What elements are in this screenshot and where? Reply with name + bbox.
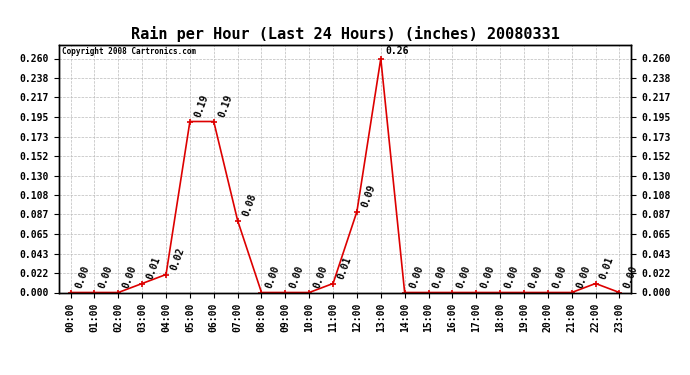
- Text: 0.00: 0.00: [264, 264, 282, 290]
- Text: Copyright 2008 Cartronics.com: Copyright 2008 Cartronics.com: [61, 48, 196, 57]
- Text: 0.00: 0.00: [526, 264, 544, 290]
- Text: 0.00: 0.00: [312, 264, 329, 290]
- Text: 0.01: 0.01: [336, 255, 353, 281]
- Text: 0.00: 0.00: [97, 264, 115, 290]
- Text: 0.01: 0.01: [145, 255, 162, 281]
- Text: 0.00: 0.00: [73, 264, 91, 290]
- Text: 0.08: 0.08: [240, 192, 258, 218]
- Text: 0.09: 0.09: [359, 183, 377, 209]
- Text: 0.00: 0.00: [575, 264, 592, 290]
- Text: 0.00: 0.00: [431, 264, 448, 290]
- Text: 0.00: 0.00: [551, 264, 568, 290]
- Text: 0.00: 0.00: [407, 264, 425, 290]
- Text: 0.02: 0.02: [169, 246, 186, 272]
- Text: 0.00: 0.00: [288, 264, 306, 290]
- Text: 0.19: 0.19: [193, 93, 210, 119]
- Text: 0.01: 0.01: [598, 255, 615, 281]
- Title: Rain per Hour (Last 24 Hours) (inches) 20080331: Rain per Hour (Last 24 Hours) (inches) 2…: [130, 27, 560, 42]
- Text: 0.00: 0.00: [121, 264, 139, 290]
- Text: 0.00: 0.00: [479, 264, 497, 290]
- Text: 0.00: 0.00: [622, 264, 640, 290]
- Text: 0.19: 0.19: [217, 93, 234, 119]
- Text: 0.26: 0.26: [385, 46, 408, 56]
- Text: 0.00: 0.00: [503, 264, 520, 290]
- Text: 0.00: 0.00: [455, 264, 473, 290]
